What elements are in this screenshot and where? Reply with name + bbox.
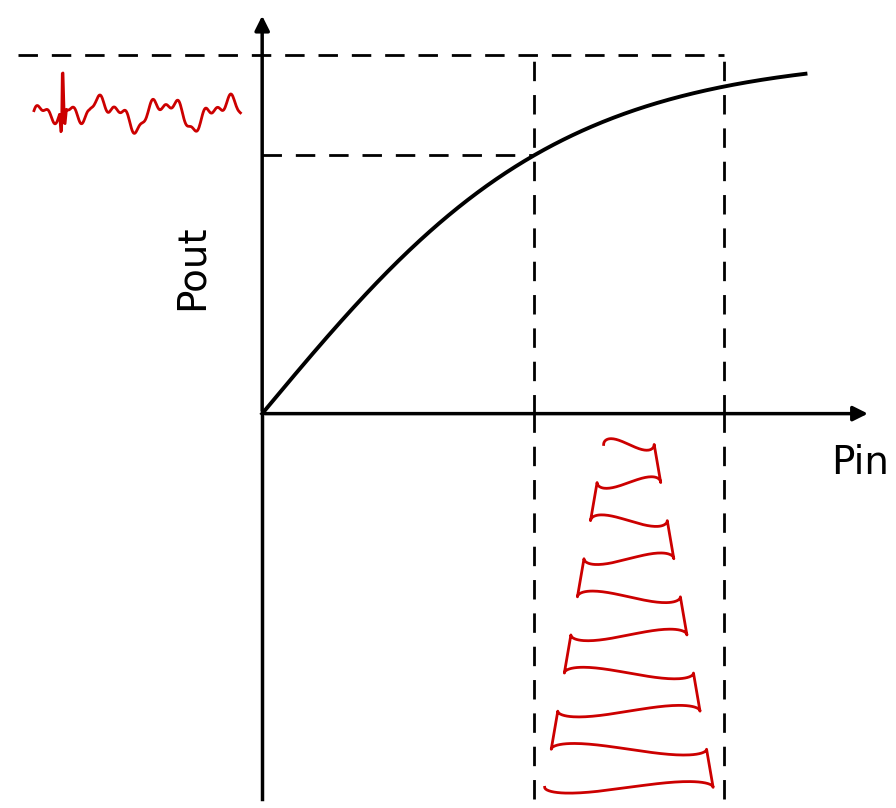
Text: Pin: Pin xyxy=(831,444,889,482)
Text: Pout: Pout xyxy=(173,225,211,310)
